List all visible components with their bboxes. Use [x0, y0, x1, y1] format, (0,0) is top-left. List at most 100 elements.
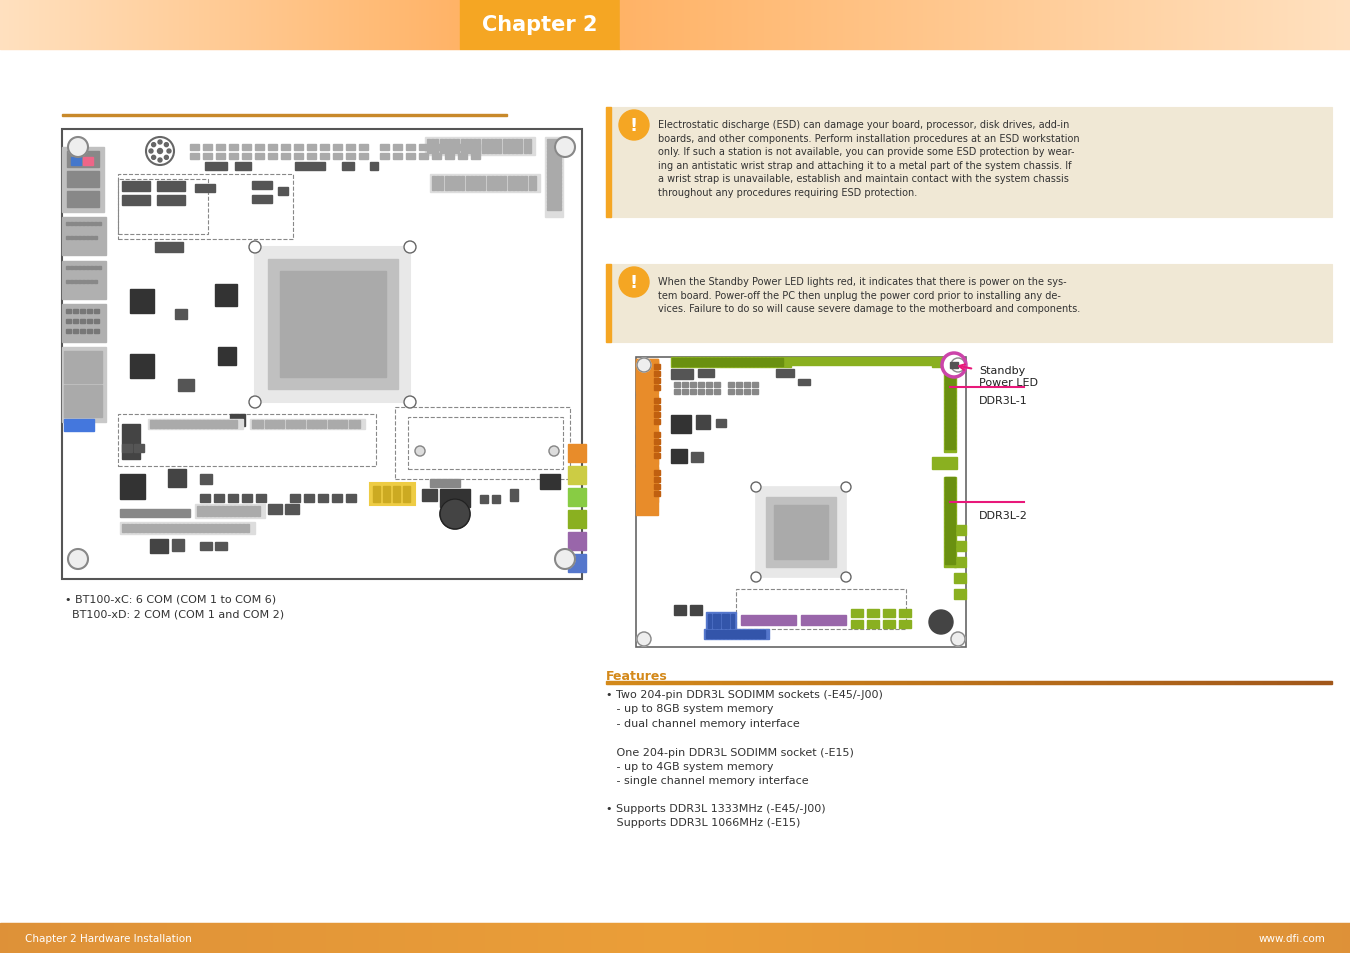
Bar [432, 177, 435, 191]
Bar [66, 281, 69, 284]
Bar [73, 319, 78, 324]
Bar [352, 420, 356, 429]
Circle shape [248, 242, 261, 253]
Bar [117, 180, 208, 234]
Bar [547, 179, 562, 182]
Bar [74, 236, 77, 240]
Bar [278, 188, 288, 195]
Bar [281, 153, 290, 160]
Bar [547, 144, 562, 146]
Bar [431, 174, 540, 193]
Bar [148, 419, 243, 430]
Bar [653, 439, 660, 444]
Bar [393, 486, 400, 502]
Bar [202, 145, 212, 151]
Bar [174, 420, 177, 429]
Bar [408, 417, 563, 470]
Bar [242, 495, 252, 502]
Bar [99, 267, 101, 270]
Bar [653, 433, 660, 437]
Bar [359, 145, 369, 151]
Circle shape [751, 482, 761, 493]
Bar [63, 386, 103, 417]
Bar [138, 524, 140, 533]
Bar [636, 359, 657, 370]
Circle shape [404, 242, 416, 253]
Bar [636, 361, 657, 392]
Bar [225, 420, 230, 429]
Bar [74, 267, 77, 270]
Bar [423, 490, 437, 501]
Bar [636, 395, 657, 426]
Bar [671, 416, 691, 434]
Bar [117, 415, 377, 467]
Bar [225, 524, 230, 533]
Bar [230, 524, 234, 533]
Bar [674, 382, 680, 388]
Bar [207, 524, 209, 533]
Bar [215, 524, 217, 533]
Bar [774, 505, 828, 559]
Bar [200, 475, 212, 484]
Bar [490, 140, 493, 153]
Bar [431, 479, 460, 488]
Bar [383, 486, 390, 502]
Bar [945, 427, 954, 430]
Bar [346, 153, 355, 160]
Bar [176, 310, 188, 319]
Bar [653, 419, 660, 424]
Circle shape [414, 447, 425, 456]
Bar [202, 420, 205, 429]
Bar [62, 305, 107, 343]
Bar [867, 609, 879, 618]
Bar [234, 524, 238, 533]
Bar [478, 177, 481, 191]
Bar [95, 236, 97, 240]
Bar [945, 382, 954, 386]
Bar [653, 477, 660, 482]
Bar [217, 420, 221, 429]
Bar [393, 153, 402, 160]
Bar [547, 205, 562, 207]
Bar [158, 420, 161, 429]
Bar [256, 495, 266, 502]
Bar [277, 420, 281, 429]
Bar [166, 420, 169, 429]
Bar [202, 524, 205, 533]
Bar [690, 382, 697, 388]
Bar [945, 517, 954, 520]
Bar [945, 497, 954, 500]
Bar [273, 420, 275, 429]
Bar [90, 267, 93, 270]
Bar [225, 506, 228, 517]
Bar [547, 183, 562, 186]
Bar [296, 163, 325, 171]
Bar [182, 524, 185, 533]
Bar [216, 153, 225, 160]
Bar [452, 140, 455, 153]
Text: Standby
Power LED: Standby Power LED [979, 366, 1038, 388]
Bar [182, 420, 185, 429]
Text: Chapter 2: Chapter 2 [482, 15, 598, 35]
Bar [320, 145, 329, 151]
Bar [726, 630, 729, 639]
Bar [90, 281, 93, 284]
Bar [379, 145, 389, 151]
Bar [302, 420, 305, 429]
Bar [547, 140, 562, 142]
Bar [653, 454, 660, 458]
Bar [945, 387, 954, 390]
Circle shape [158, 159, 162, 163]
Bar [736, 382, 742, 388]
Bar [653, 447, 660, 452]
Bar [62, 262, 107, 299]
Bar [281, 420, 285, 429]
Bar [221, 524, 225, 533]
Bar [748, 358, 751, 367]
Bar [728, 358, 730, 367]
Bar [396, 408, 570, 479]
Bar [653, 484, 660, 490]
Bar [653, 398, 660, 403]
Bar [215, 420, 217, 429]
Bar [70, 281, 73, 284]
